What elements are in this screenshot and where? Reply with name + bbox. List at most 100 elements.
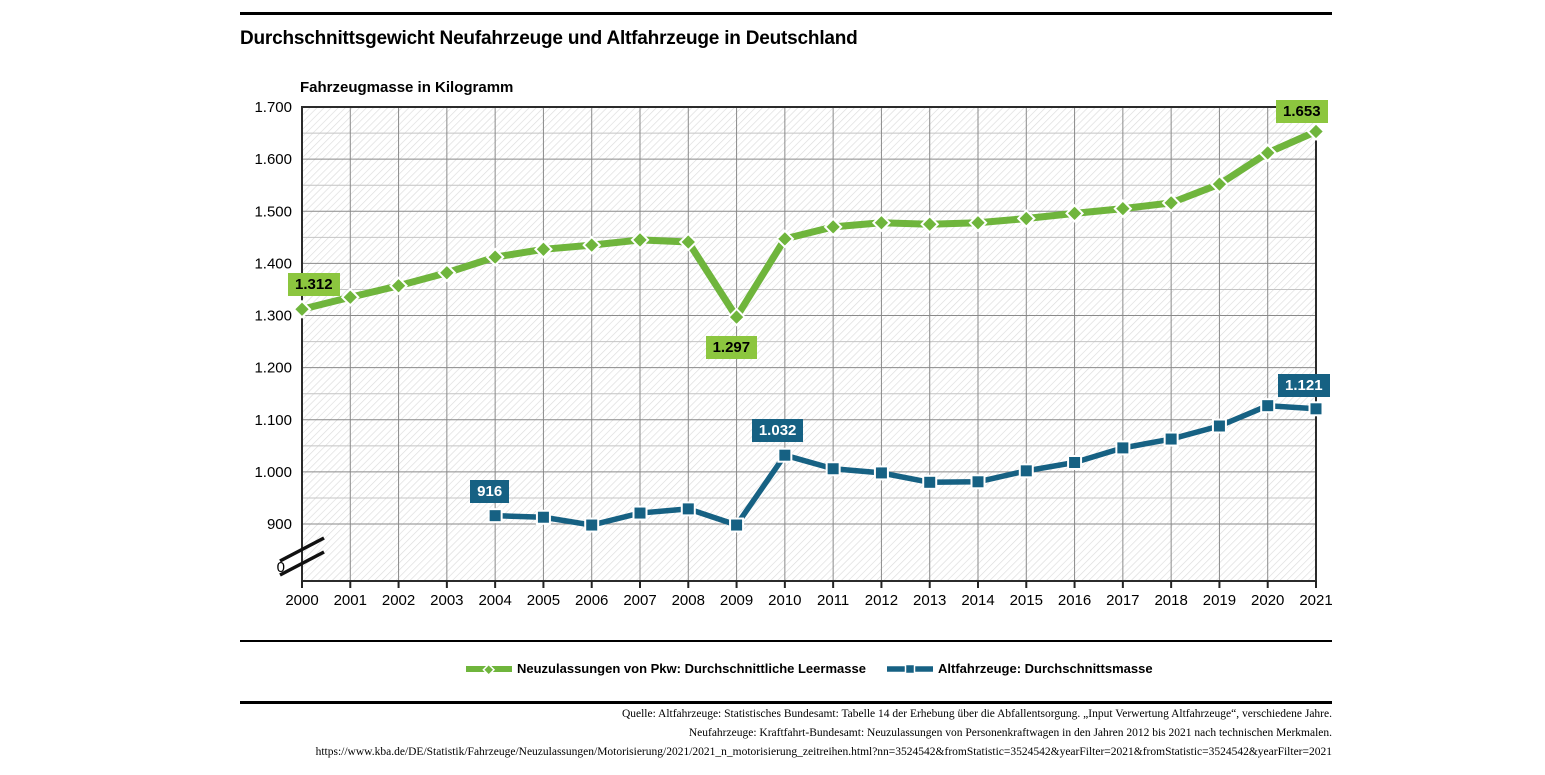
axis-break-icon bbox=[279, 536, 325, 577]
data-point bbox=[1113, 199, 1133, 219]
svg-text:2000: 2000 bbox=[285, 592, 318, 609]
svg-text:2011: 2011 bbox=[817, 592, 849, 609]
legend-label: Altfahrzeuge: Durchschnittsmasse bbox=[938, 661, 1153, 676]
svg-text:2019: 2019 bbox=[1203, 592, 1236, 609]
svg-text:2003: 2003 bbox=[430, 592, 463, 609]
svg-text:2008: 2008 bbox=[672, 592, 705, 609]
data-label: 1.297 bbox=[705, 336, 758, 360]
legend-label: Neuzulassungen von Pkw: Durchschnittlich… bbox=[517, 661, 866, 676]
plot-area bbox=[302, 107, 1316, 581]
svg-text:1.000: 1.000 bbox=[254, 464, 292, 481]
svg-text:1.700: 1.700 bbox=[254, 99, 292, 116]
data-point bbox=[533, 239, 553, 259]
footer-divider bbox=[240, 701, 1332, 704]
svg-text:900: 900 bbox=[267, 516, 292, 533]
data-point bbox=[775, 229, 795, 249]
series-line bbox=[301, 128, 1318, 321]
data-point bbox=[630, 230, 650, 250]
data-point bbox=[920, 214, 940, 234]
y-axis-title: Fahrzeugmasse in Kilogramm bbox=[300, 79, 514, 96]
source-note: Quelle: Altfahrzeuge: Statistisches Bund… bbox=[316, 705, 1332, 762]
data-point bbox=[1258, 143, 1278, 163]
data-point bbox=[873, 465, 889, 481]
data-point bbox=[968, 213, 988, 233]
data-point bbox=[1308, 401, 1324, 417]
svg-text:2006: 2006 bbox=[575, 592, 608, 609]
svg-text:1.300: 1.300 bbox=[254, 308, 292, 325]
data-point bbox=[729, 517, 745, 533]
data-label: 1.032 bbox=[751, 419, 804, 443]
svg-text:2018: 2018 bbox=[1154, 592, 1187, 609]
chart-title: Durchschnittsgewicht Neufahrzeuge und Al… bbox=[240, 28, 858, 49]
svg-text:2016: 2016 bbox=[1058, 592, 1091, 609]
data-label: 1.312 bbox=[288, 273, 340, 297]
svg-text:2012: 2012 bbox=[865, 592, 898, 609]
svg-text:2015: 2015 bbox=[1010, 592, 1043, 609]
svg-text:2009: 2009 bbox=[720, 592, 753, 609]
data-point bbox=[584, 517, 600, 533]
series-altfahrzeuge bbox=[487, 398, 1324, 533]
svg-text:2014: 2014 bbox=[961, 592, 994, 609]
data-point bbox=[777, 447, 793, 463]
svg-text:0: 0 bbox=[277, 559, 285, 576]
data-point bbox=[1209, 174, 1229, 194]
data-label: 1.653 bbox=[1276, 100, 1328, 124]
svg-text:2021: 2021 bbox=[1299, 592, 1332, 609]
data-point bbox=[1065, 203, 1085, 223]
data-label: 1.121 bbox=[1278, 373, 1330, 397]
data-point bbox=[437, 263, 457, 283]
data-point bbox=[535, 509, 551, 525]
axis-labels: 2000 2001 2002 2003 2004 2005 2006 2007 2008 2009… bbox=[254, 99, 1332, 609]
data-point bbox=[582, 235, 602, 255]
svg-text:2017: 2017 bbox=[1106, 592, 1139, 609]
data-point bbox=[487, 508, 503, 524]
data-point bbox=[1163, 431, 1179, 447]
data-point bbox=[292, 299, 312, 319]
data-label: 916 bbox=[470, 479, 510, 503]
svg-text:2020: 2020 bbox=[1251, 592, 1284, 609]
data-point bbox=[1016, 209, 1036, 229]
data-point bbox=[680, 501, 696, 517]
gridlines bbox=[302, 107, 1316, 581]
data-point bbox=[825, 461, 841, 477]
series-line bbox=[495, 402, 1317, 528]
data-point bbox=[678, 232, 698, 252]
svg-text:2005: 2005 bbox=[527, 592, 560, 609]
plot-border bbox=[301, 106, 1317, 582]
svg-text:1.100: 1.100 bbox=[254, 412, 292, 429]
svg-text:2001: 2001 bbox=[334, 592, 367, 609]
svg-text:1.200: 1.200 bbox=[254, 360, 292, 377]
data-point bbox=[632, 505, 648, 521]
data-point bbox=[1067, 454, 1083, 470]
legend-top-divider bbox=[240, 640, 1332, 642]
svg-text:1.500: 1.500 bbox=[254, 203, 292, 220]
blue-line-square-marker-icon bbox=[887, 663, 933, 674]
data-point bbox=[922, 474, 938, 490]
data-point bbox=[1260, 398, 1276, 414]
data-point bbox=[823, 217, 843, 237]
svg-text:2010: 2010 bbox=[768, 592, 801, 609]
data-point bbox=[340, 287, 360, 307]
data-point bbox=[727, 307, 747, 327]
data-point bbox=[970, 474, 986, 490]
source-line-2: Neufahrzeuge: Kraftfahrt-Bundesamt: Neuz… bbox=[688, 727, 1332, 739]
source-line-3: https://www.kba.de/DE/Statistik/Fahrzeug… bbox=[315, 746, 1332, 758]
data-point bbox=[1018, 463, 1034, 479]
svg-text:2013: 2013 bbox=[913, 592, 946, 609]
source-line-1: Quelle: Altfahrzeuge: Statistisches Bund… bbox=[621, 708, 1332, 720]
data-point bbox=[1161, 193, 1181, 213]
series-neuzulassungen bbox=[292, 122, 1326, 327]
svg-text:1.600: 1.600 bbox=[254, 151, 292, 168]
legend-item-altfahrzeuge: Altfahrzeuge: Durchschnittsmasse bbox=[887, 661, 1153, 676]
data-point bbox=[871, 213, 891, 233]
green-line-diamond-marker-icon bbox=[466, 662, 512, 676]
data-point bbox=[1211, 418, 1227, 434]
data-point bbox=[389, 276, 409, 296]
svg-text:2004: 2004 bbox=[478, 592, 511, 609]
top-divider bbox=[240, 12, 1332, 15]
legend-item-neuzulassungen: Neuzulassungen von Pkw: Durchschnittlich… bbox=[466, 661, 866, 676]
data-point bbox=[485, 247, 505, 267]
svg-text:2007: 2007 bbox=[623, 592, 656, 609]
svg-text:2002: 2002 bbox=[382, 592, 415, 609]
